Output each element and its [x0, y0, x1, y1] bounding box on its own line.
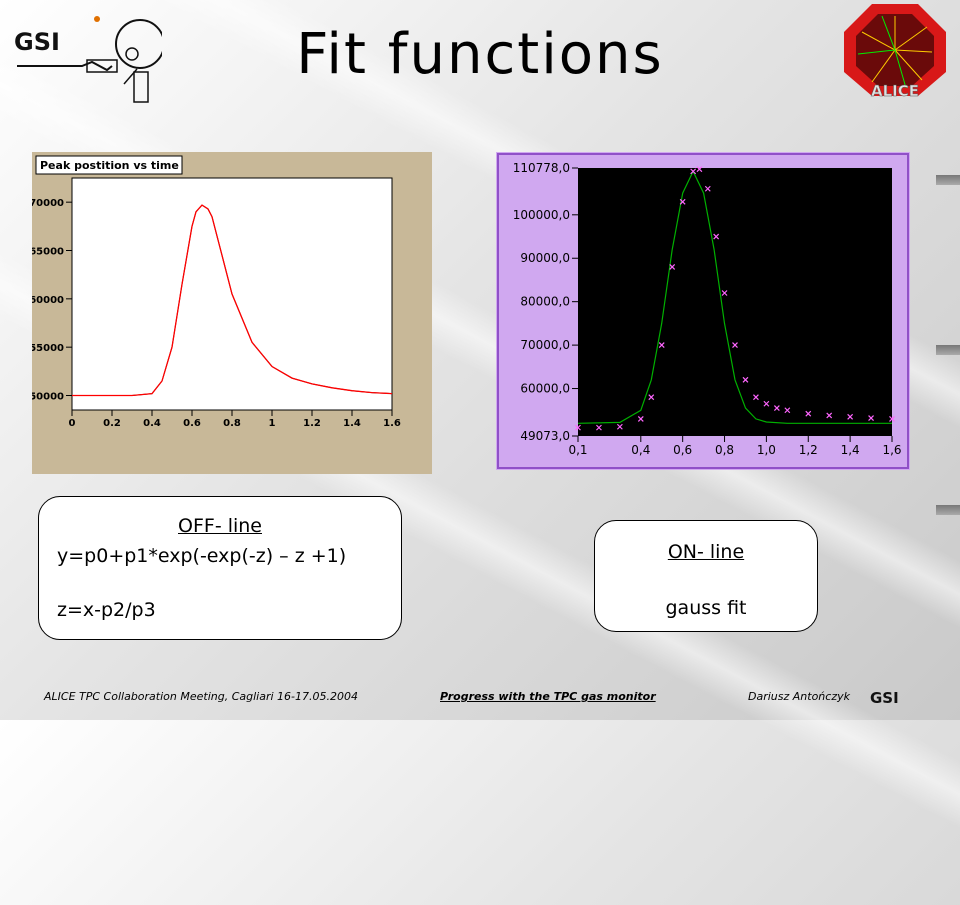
x-tick-label: 0,8	[715, 443, 734, 457]
data-point	[784, 407, 791, 414]
slide-title: Fit functions	[296, 22, 664, 87]
alice-logo: ALICE	[844, 4, 946, 98]
gsi-logo: GSI	[14, 16, 162, 103]
data-point	[732, 342, 738, 349]
x-tick-label: 1,2	[799, 443, 818, 457]
x-tick-label: 0.8	[223, 418, 241, 429]
footer-gsi-logo: GSI	[870, 689, 899, 706]
decorative-bar	[936, 345, 960, 355]
x-tick-label: 0,1	[568, 443, 587, 457]
data-point	[753, 394, 759, 401]
x-tick-label: 1.2	[303, 418, 321, 429]
data-point	[658, 342, 665, 349]
data-point	[596, 424, 602, 431]
y-tick-label: 60000,0	[520, 382, 570, 396]
data-point	[696, 166, 703, 173]
x-tick-label: 1,0	[757, 443, 776, 457]
x-tick-label: 0,4	[631, 443, 650, 457]
off-line-substitution: z=x-p2/p3	[57, 599, 156, 621]
data-point	[575, 424, 581, 431]
data-point	[763, 400, 770, 407]
plot-area	[578, 168, 892, 436]
x-tick-label: 0,6	[673, 443, 692, 457]
x-tick-label: 1,6	[882, 443, 901, 457]
alice-logo-text: ALICE	[871, 82, 919, 98]
x-tick-label: 1.4	[343, 418, 361, 429]
data-point	[704, 185, 711, 192]
data-point	[805, 410, 812, 417]
gauss-fit-chart: 49073,0 60000,0 70000,0 80000,0 90000,0 10000…	[496, 152, 910, 470]
x-tick-label: 0.2	[103, 418, 121, 429]
y-tick-label: 60000	[32, 295, 64, 306]
y-tick-label: 70000,0	[520, 338, 570, 352]
y-tick-label: 65000	[32, 247, 64, 258]
on-line-method: gauss fit	[665, 597, 747, 619]
decorative-bar	[936, 175, 960, 185]
data-point	[648, 394, 655, 401]
y-tick-label: 100000,0	[513, 208, 570, 222]
chart-title-box	[35, 155, 183, 175]
y-tick-label: 70000	[32, 198, 64, 209]
x-tick-label: 0.4	[143, 418, 161, 429]
data-point	[721, 290, 728, 296]
y-tick-label: 90000,0	[520, 251, 570, 265]
peak-position-chart: Peak postition vs time 50000 55000 60000 65…	[32, 152, 432, 474]
data-point	[713, 233, 720, 240]
on-line-box: ON- line gauss fit	[594, 520, 818, 632]
y-tick-label: 50000	[32, 392, 64, 403]
data-point	[847, 413, 854, 420]
footer-meeting: ALICE TPC Collaboration Meeting, Cagliar…	[44, 690, 358, 703]
x-tick-label: 1,4	[841, 443, 860, 457]
y-tick-label: 55000	[32, 343, 64, 354]
y-tick-label: 110778,0	[513, 161, 570, 175]
data-point	[773, 405, 780, 412]
data-point	[616, 423, 623, 430]
x-tick-label: 1	[269, 418, 276, 429]
x-tick-label: 1.6	[383, 418, 401, 429]
off-line-heading: OFF- line	[178, 515, 262, 537]
data-point	[742, 376, 749, 383]
y-tick-label: 80000,0	[520, 295, 570, 309]
gsi-logo-text: GSI	[14, 28, 60, 56]
data-point	[868, 415, 874, 421]
x-tick-label: 0	[69, 418, 76, 429]
footer-gsi-logo-text: GSI	[870, 689, 899, 706]
data-point	[679, 198, 686, 205]
footer-author: Dariusz Antończyk	[748, 690, 850, 703]
data-point	[669, 264, 676, 270]
off-line-box: OFF- line y=p0+p1*exp(-exp(-z) – z +1) z…	[38, 496, 402, 640]
off-line-equation: y=p0+p1*exp(-exp(-z) – z +1)	[57, 545, 347, 567]
data-point	[690, 168, 697, 175]
fit-series	[577, 170, 892, 424]
data-point	[826, 412, 833, 419]
on-line-heading: ON- line	[667, 541, 745, 563]
fit-series	[72, 204, 393, 397]
data-point	[889, 416, 895, 422]
y-tick-label: 49073,0	[520, 429, 570, 443]
decorative-bar	[936, 505, 960, 515]
x-tick-label: 0.6	[183, 418, 201, 429]
chart-title: Peak postition vs time	[40, 159, 179, 172]
data-point	[637, 416, 644, 422]
footer-talk-title: Progress with the TPC gas monitor	[440, 690, 656, 703]
